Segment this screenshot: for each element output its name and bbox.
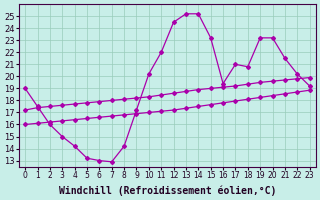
X-axis label: Windchill (Refroidissement éolien,°C): Windchill (Refroidissement éolien,°C) xyxy=(59,185,276,196)
